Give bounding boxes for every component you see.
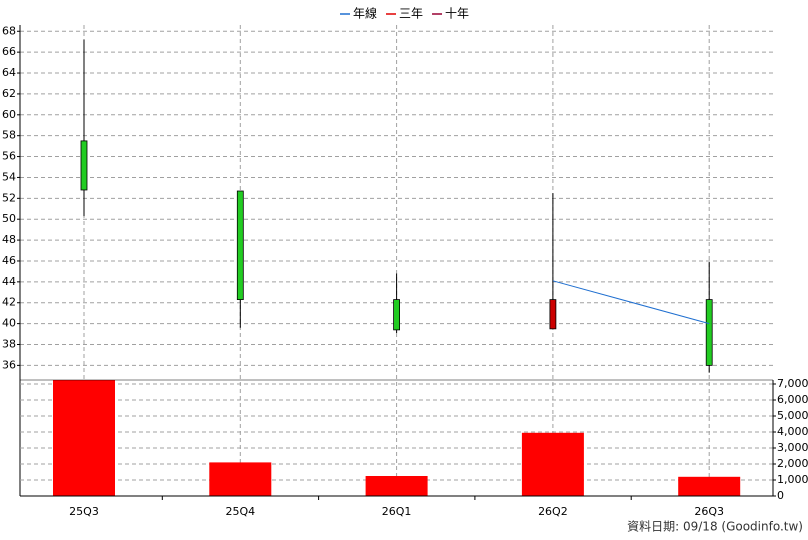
y-tick-label: 66	[2, 45, 16, 58]
footer: 資料日期: 09/18 (Goodinfo.tw)	[627, 520, 803, 534]
line-series	[552, 280, 710, 325]
bar	[678, 476, 741, 496]
bar	[209, 462, 272, 496]
y-tick-label: 0	[777, 489, 784, 502]
candle-body	[705, 299, 713, 366]
y-tick-label: 50	[2, 212, 16, 225]
y-tick-label: 44	[2, 275, 16, 288]
y-tick-label: 1,000	[777, 473, 808, 486]
y-tick-label: 52	[2, 191, 16, 204]
y-tick-label: 64	[2, 66, 16, 79]
y-tick-label: 3,000	[777, 441, 808, 454]
y-tick-label: 54	[2, 170, 16, 183]
y-tick-label: 62	[2, 87, 16, 100]
x-tick-label: 26Q1	[382, 505, 412, 518]
y-tick-label: 36	[2, 358, 16, 371]
y-tick-label: 7,000	[777, 377, 808, 390]
y-tick-label: 2,000	[777, 457, 808, 470]
candle-body	[236, 190, 244, 301]
y-tick-label: 56	[2, 150, 16, 163]
y-tick-label: 60	[2, 108, 16, 121]
y-tick-label: 40	[2, 317, 16, 330]
y-tick-label: 46	[2, 254, 16, 267]
y-tick-label: 68	[2, 24, 16, 37]
y-tick-label: 42	[2, 296, 16, 309]
y-tick-label: 48	[2, 233, 16, 246]
y-tick-label: 38	[2, 338, 16, 351]
candle-body	[549, 299, 557, 330]
y-tick-label: 58	[2, 129, 16, 142]
candle-body	[393, 299, 401, 331]
bar	[53, 380, 115, 496]
bar	[365, 476, 428, 496]
legend-label: 年線	[353, 6, 377, 21]
x-tick-label: 25Q4	[225, 505, 255, 518]
y-tick-label: 5,000	[777, 409, 808, 422]
y-tick-label: 6,000	[777, 393, 808, 406]
x-tick-label: 26Q2	[538, 505, 568, 518]
y-tick-label: 4,000	[777, 425, 808, 438]
candle-body	[80, 140, 88, 191]
x-tick-label: 25Q3	[69, 505, 99, 518]
bar	[521, 432, 584, 496]
legend-label: 三年	[399, 7, 423, 21]
legend-label: 十年	[445, 7, 469, 21]
x-tick-label: 26Q3	[694, 505, 724, 518]
